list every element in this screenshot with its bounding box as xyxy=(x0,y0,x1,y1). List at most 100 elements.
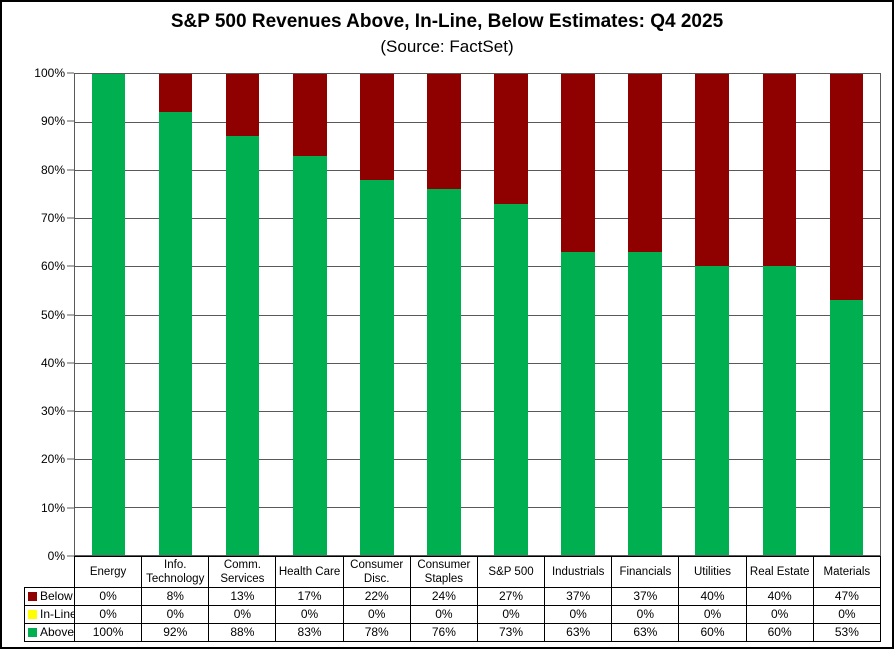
bar-segment-above xyxy=(628,251,662,555)
y-tick-label: 30% xyxy=(40,404,65,419)
y-tick-label: 70% xyxy=(40,210,65,225)
table-value-cell: 0% xyxy=(611,605,680,624)
bars xyxy=(75,74,880,555)
bar-slot-utilities xyxy=(679,74,746,555)
bar-segment-above xyxy=(494,203,528,555)
bar-stack xyxy=(293,74,327,555)
bar-slot-financials xyxy=(612,74,679,555)
y-tick-mark xyxy=(67,507,74,509)
table-row-above: Above 100% 92% 88% 83% 78% 76% 73% 63% 63% 60% 60% 5… xyxy=(24,623,882,642)
series-name: Above xyxy=(40,625,75,639)
y-tick-mark xyxy=(67,314,74,315)
table-corner xyxy=(25,557,75,588)
y-tick-label: 0% xyxy=(47,549,65,563)
gridline xyxy=(75,314,880,316)
table-value-cell: 92% xyxy=(141,623,210,642)
legend-label-below: Below xyxy=(24,587,75,606)
table-value-cell: 0% xyxy=(678,605,747,624)
table-value-cell: 37% xyxy=(544,587,613,606)
y-tick-label: 90% xyxy=(40,114,65,129)
table-value-cell: 24% xyxy=(409,587,478,606)
legend-label-in-line: In-Line xyxy=(24,605,75,624)
table-value-cell: 60% xyxy=(678,623,747,642)
table-value-cell: 27% xyxy=(476,587,546,606)
y-tick-mark xyxy=(67,362,74,364)
table-value-cell: 63% xyxy=(611,623,680,642)
bar-slot-real-estate xyxy=(746,74,813,555)
y-tick-mark xyxy=(67,410,74,412)
bar-slot-comm-services xyxy=(209,74,276,555)
y-tick-label: 20% xyxy=(40,452,65,467)
table-value-cell: 73% xyxy=(476,623,546,642)
table-value-cell: 40% xyxy=(678,587,747,606)
category-header-industrials: Industrials xyxy=(544,556,613,588)
bar-segment-above xyxy=(427,189,461,555)
bar-segment-above xyxy=(829,300,864,555)
series-name: In-Line xyxy=(40,607,75,621)
bar-segment-below xyxy=(225,74,260,136)
bar-stack xyxy=(829,74,864,555)
table-value-cell: 0% xyxy=(409,605,478,624)
table-value-cell: 0% xyxy=(745,605,814,624)
category-header-s-p-500: S&P 500 xyxy=(476,556,546,588)
gridline xyxy=(75,362,880,364)
y-tick-label: 50% xyxy=(40,307,65,322)
category-header-utilities: Utilities xyxy=(678,556,747,588)
bar-slot-energy xyxy=(75,74,142,555)
series-name: Below xyxy=(40,589,73,603)
bar-slot-s-p-500 xyxy=(477,74,544,555)
y-tick-mark xyxy=(67,120,74,122)
gridline xyxy=(75,170,880,172)
table-value-cell: 0% xyxy=(544,605,613,624)
gridline xyxy=(75,218,880,220)
bar-segment-below xyxy=(628,74,662,252)
y-tick-mark xyxy=(67,458,74,460)
legend-swatch-above-icon xyxy=(28,628,37,637)
bar-slot-industrials xyxy=(545,74,612,555)
y-tick-mark xyxy=(67,169,74,171)
gridline xyxy=(75,506,880,508)
bar-segment-below xyxy=(494,74,528,204)
bar-segment-above xyxy=(158,112,193,555)
bar-slot-consumer-disc- xyxy=(343,74,410,555)
bar-segment-below xyxy=(158,74,193,113)
table-value-cell: 47% xyxy=(812,587,882,606)
table-value-cell: 83% xyxy=(275,623,344,642)
category-header-consumer-staples: Consumer Staples xyxy=(409,556,478,588)
y-tick-mark xyxy=(67,72,74,74)
category-header-consumer-disc-: Consumer Disc. xyxy=(342,556,411,588)
gridlines xyxy=(75,74,880,555)
data-table: Energy Info. Technology Comm. Services Heal… xyxy=(24,556,882,642)
bar-segment-above xyxy=(293,155,327,555)
bar-segment-above xyxy=(91,74,126,555)
bar-segment-above xyxy=(695,266,729,555)
bar-stack xyxy=(360,74,394,555)
bar-stack xyxy=(225,74,260,555)
y-tick-label: 80% xyxy=(40,162,65,177)
y-tick-label: 10% xyxy=(40,500,65,515)
table-value-cell: 0% xyxy=(342,605,411,624)
table-value-cell: 63% xyxy=(544,623,613,642)
table-value-cell: 0% xyxy=(141,605,210,624)
gridline xyxy=(75,266,880,268)
category-header-info-technology: Info. Technology xyxy=(141,556,210,588)
table-value-cell: 0% xyxy=(476,605,546,624)
bar-slot-consumer-staples xyxy=(410,74,477,555)
y-tick-label: 60% xyxy=(40,259,65,274)
table-value-cell: 0% xyxy=(275,605,344,624)
table-value-cell: 88% xyxy=(208,623,277,642)
table-value-cell: 76% xyxy=(409,623,478,642)
y-axis: 100% 90% 80% 70% 60% 50% 40% 30% 20% 10% 0% xyxy=(2,67,74,562)
bar-slot-health-care xyxy=(276,74,343,555)
plot-area xyxy=(74,73,881,556)
table-value-cell: 8% xyxy=(141,587,210,606)
gridline xyxy=(75,410,880,412)
category-header-materials: Materials xyxy=(812,556,882,588)
table-value-cell: 13% xyxy=(208,587,277,606)
legend-label-above: Above xyxy=(24,623,75,642)
bar-segment-below xyxy=(762,74,797,267)
bar-stack xyxy=(628,74,662,555)
bar-segment-below xyxy=(293,74,327,156)
table-header-row: Energy Info. Technology Comm. Services Heal… xyxy=(25,556,882,588)
